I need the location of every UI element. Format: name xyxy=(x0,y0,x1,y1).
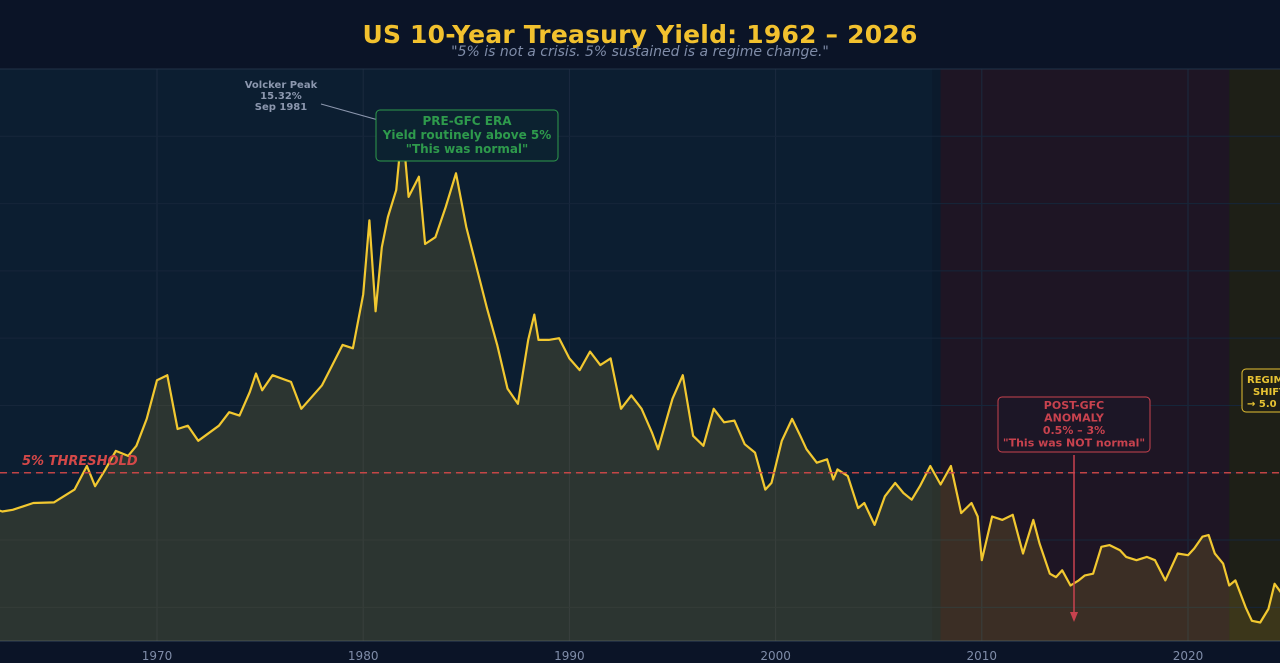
regime-shift-box xyxy=(1241,368,1280,413)
series-line xyxy=(0,124,1280,624)
post-gfc-annotation-line: 0.5% – 3% xyxy=(1043,424,1105,437)
regime-shift-annotation: REGIMESHIFT→ 5.0 xyxy=(1247,375,1280,410)
era-band-1 xyxy=(940,69,1230,641)
regime-shift-annotation-line: REGIME xyxy=(1247,375,1280,386)
chart-title: US 10-Year Treasury Yield: 1962 – 2026 xyxy=(362,20,918,49)
post-gfc-arrowhead xyxy=(1070,612,1078,622)
post-gfc-annotation-line: "This was NOT normal" xyxy=(1003,437,1145,450)
pre-gfc-annotation-line: PRE-GFC ERA xyxy=(423,114,513,128)
x-tick-label: 2020 xyxy=(1173,649,1204,663)
pre-gfc-box xyxy=(375,109,559,162)
post-gfc-annotation-line: POST-GFC xyxy=(1044,399,1104,412)
x-tick-label: 2000 xyxy=(760,649,791,663)
volcker-annotation-line: 15.32% xyxy=(260,91,302,102)
volcker-annotation-line: Volcker Peak xyxy=(245,80,318,91)
x-tick-label: 1980 xyxy=(348,649,379,663)
pre-gfc-annotation: PRE-GFC ERA Yield routinely above 5% "This… xyxy=(382,114,552,156)
era-band-2 xyxy=(1229,69,1280,641)
volcker-annotation: Volcker Peak 15.32% Sep 1981 xyxy=(245,80,318,113)
x-tick-label: 1970 xyxy=(142,649,173,663)
pre-gfc-annotation-line: "This was normal" xyxy=(406,142,529,156)
era-band-0 xyxy=(0,69,933,641)
regime-shift-annotation-line: → 5.0 xyxy=(1247,399,1277,410)
post-gfc-annotation: POST-GFC ANOMALY 0.5% – 3% "This was NOT no… xyxy=(1003,399,1145,450)
post-gfc-annotation-line: ANOMALY xyxy=(1044,412,1105,425)
regime-shift-annotation-line: SHIFT xyxy=(1253,387,1280,398)
pre-gfc-annotation-line: Yield routinely above 5% xyxy=(382,128,552,142)
post-gfc-box xyxy=(997,396,1151,453)
x-tick-label: 2010 xyxy=(967,649,998,663)
chart-subtitle: "5% is not a crisis. 5% sustained is a r… xyxy=(451,44,829,60)
x-tick-label: 1990 xyxy=(554,649,585,663)
volcker-annotation-line: Sep 1981 xyxy=(255,102,307,113)
threshold-label: 5% THRESHOLD xyxy=(22,454,138,469)
